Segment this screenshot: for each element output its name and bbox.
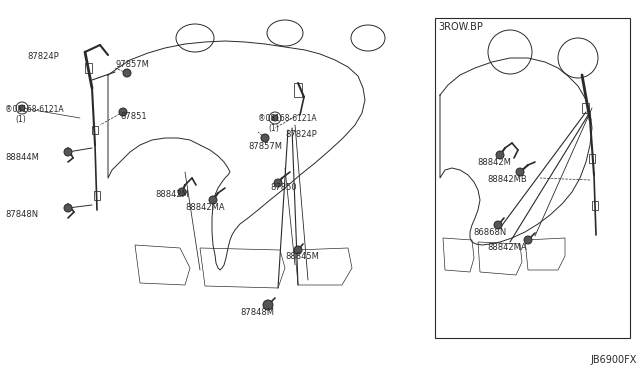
Circle shape <box>496 151 504 159</box>
Bar <box>294 83 302 97</box>
Text: JB6900FX: JB6900FX <box>590 355 636 365</box>
Circle shape <box>261 134 269 142</box>
Text: 3ROW.BP: 3ROW.BP <box>438 22 483 32</box>
Text: 87850: 87850 <box>270 183 296 192</box>
Text: 97857M: 97857M <box>115 60 149 69</box>
Text: 88844M: 88844M <box>5 153 39 162</box>
Circle shape <box>263 300 273 310</box>
Circle shape <box>516 168 524 176</box>
Circle shape <box>19 105 25 111</box>
Text: 87848N: 87848N <box>5 210 38 219</box>
Text: 87851: 87851 <box>120 112 147 121</box>
Text: 87857M: 87857M <box>248 142 282 151</box>
Text: 88842MA: 88842MA <box>185 203 225 212</box>
Circle shape <box>64 148 72 156</box>
Text: 88842M: 88842M <box>477 158 511 167</box>
Circle shape <box>209 196 217 204</box>
Text: 86868N: 86868N <box>473 228 506 237</box>
Circle shape <box>123 69 131 77</box>
Bar <box>92 126 98 134</box>
Bar <box>435 18 630 338</box>
Text: ®08168-6121A: ®08168-6121A <box>5 105 63 114</box>
Text: 88842M: 88842M <box>155 190 189 199</box>
Text: 87824P: 87824P <box>27 52 59 61</box>
Circle shape <box>294 246 302 254</box>
Bar <box>94 190 100 199</box>
Bar <box>592 201 598 209</box>
Circle shape <box>274 179 282 187</box>
Text: ®08168-6121A: ®08168-6121A <box>258 114 317 123</box>
Bar <box>582 103 589 113</box>
Circle shape <box>64 204 72 212</box>
Circle shape <box>272 115 278 121</box>
Text: 88842MB: 88842MB <box>487 175 527 184</box>
Text: (1): (1) <box>15 115 26 124</box>
Circle shape <box>494 221 502 229</box>
Text: (1): (1) <box>268 124 279 133</box>
Text: 88842MA: 88842MA <box>487 243 527 252</box>
Circle shape <box>524 236 532 244</box>
Bar <box>84 63 92 73</box>
Text: 87824P: 87824P <box>285 130 317 139</box>
Text: 87848M: 87848M <box>240 308 274 317</box>
Bar <box>589 154 595 163</box>
Circle shape <box>178 188 186 196</box>
Circle shape <box>119 108 127 116</box>
Text: 88845M: 88845M <box>285 252 319 261</box>
